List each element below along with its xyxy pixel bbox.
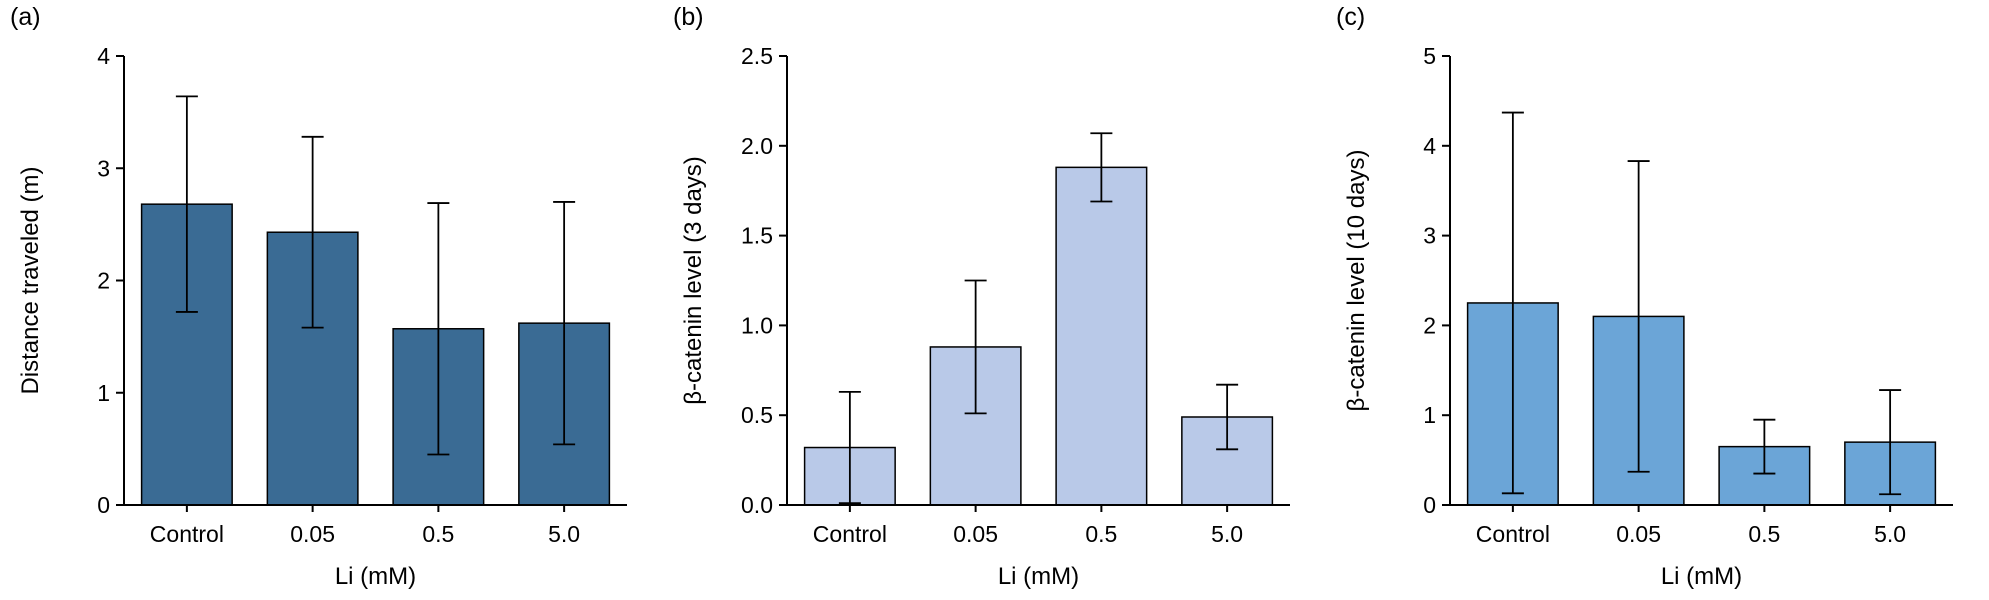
y-tick-label-a-1: 1 xyxy=(97,380,110,406)
y-tick-label-b-2: 2.0 xyxy=(741,133,773,159)
error-bar-a-0.05 xyxy=(301,135,324,329)
chart-beta-catenin-10-days: Control 0.05 0.5 5.0 0 1 2 3 4 5 β-catenin level (… xyxy=(1326,0,1989,595)
x-tick-label-c-5.0: 5.0 xyxy=(1874,521,1906,547)
error-bar-a-0.5 xyxy=(427,202,450,456)
chart-svg-b: Control 0.05 0.5 5.0 0.0 0.5 1.0 1.5 2.0 2.5 β-cat… xyxy=(680,43,1290,590)
panel-b: (b) Control 0.05 0.5 5.0 0.0 0.5 1.0 1.5 2.0 2.5 β… xyxy=(663,0,1326,595)
y-tick-label-b-0: 0.0 xyxy=(741,492,773,518)
x-tick-label-c-0.5: 0.5 xyxy=(1748,521,1780,547)
x-tick-label-a-0.5: 0.5 xyxy=(422,521,454,547)
error-bar-b-Control xyxy=(838,390,861,505)
x-axis-label-a: Li (mM) xyxy=(335,563,416,590)
x-tick-label-a-Control: Control xyxy=(150,521,224,547)
error-bar-b-5.0 xyxy=(1216,383,1239,451)
x-tick-label-a-5.0: 5.0 xyxy=(548,521,580,547)
y-axis-label-c: β-catenin level (10 days) xyxy=(1343,150,1370,412)
panel-label-b: (b) xyxy=(673,3,704,31)
x-tick-label-b-5.0: 5.0 xyxy=(1211,521,1243,547)
error-bar-b-0.05 xyxy=(964,279,987,415)
y-tick-label-b-0.5: 0.5 xyxy=(741,402,773,428)
x-axis-label-b: Li (mM) xyxy=(998,563,1079,590)
y-axis-label-a: Distance traveled (m) xyxy=(17,166,44,394)
panel-label-c: (c) xyxy=(1336,3,1366,31)
y-tick-label-c-3: 3 xyxy=(1423,223,1436,249)
error-bar-a-5.0 xyxy=(553,201,576,446)
x-tick-label-b-0.5: 0.5 xyxy=(1085,521,1117,547)
error-bar-c-5.0 xyxy=(1879,389,1902,496)
y-tick-label-c-4: 4 xyxy=(1423,133,1436,159)
y-tick-label-c-5: 5 xyxy=(1423,43,1436,69)
panel-c: (c) Control 0.05 0.5 5.0 0 1 2 3 4 5 β-catenin lev… xyxy=(1326,0,1989,595)
x-tick-label-b-0.05: 0.05 xyxy=(953,521,998,547)
bar-b-0.5 xyxy=(1055,166,1148,506)
chart-svg-c: Control 0.05 0.5 5.0 0 1 2 3 4 5 β-catenin level (… xyxy=(1343,43,1953,590)
y-tick-label-b-2.5: 2.5 xyxy=(741,43,773,69)
x-tick-label-b-Control: Control xyxy=(813,521,887,547)
y-tick-label-b-1: 1.0 xyxy=(741,312,773,338)
error-bar-a-Control xyxy=(175,95,198,313)
panel-a: (a) Control 0.05 0.5 5.0 0 1 2 3 4 Distance trave… xyxy=(0,0,663,595)
x-tick-label-c-Control: Control xyxy=(1476,521,1550,547)
error-bar-c-0.5 xyxy=(1753,418,1776,475)
y-axis-label-b: β-catenin level (3 days) xyxy=(680,156,707,405)
y-tick-label-c-1: 1 xyxy=(1423,402,1436,428)
y-tick-label-b-1.5: 1.5 xyxy=(741,223,773,249)
x-axis-label-c: Li (mM) xyxy=(1661,563,1742,590)
error-bar-b-0.5 xyxy=(1090,132,1113,203)
chart-beta-catenin-3-days: Control 0.05 0.5 5.0 0.0 0.5 1.0 1.5 2.0 2.5 β-cat… xyxy=(663,0,1326,595)
y-tick-label-a-0: 0 xyxy=(97,492,110,518)
y-tick-label-a-4: 4 xyxy=(97,43,110,69)
panel-label-a: (a) xyxy=(10,3,41,31)
x-tick-label-c-0.05: 0.05 xyxy=(1616,521,1661,547)
error-bar-c-0.05 xyxy=(1627,160,1650,473)
chart-distance-traveled: Control 0.05 0.5 5.0 0 1 2 3 4 Distance traveled … xyxy=(0,0,663,595)
y-tick-label-a-3: 3 xyxy=(97,155,110,181)
y-tick-label-a-2: 2 xyxy=(97,268,110,294)
y-tick-label-c-2: 2 xyxy=(1423,312,1436,338)
x-tick-label-a-0.05: 0.05 xyxy=(290,521,335,547)
y-tick-label-c-0: 0 xyxy=(1423,492,1436,518)
error-bar-c-Control xyxy=(1501,111,1524,495)
chart-svg-a: Control 0.05 0.5 5.0 0 1 2 3 4 Distance traveled … xyxy=(17,43,627,590)
